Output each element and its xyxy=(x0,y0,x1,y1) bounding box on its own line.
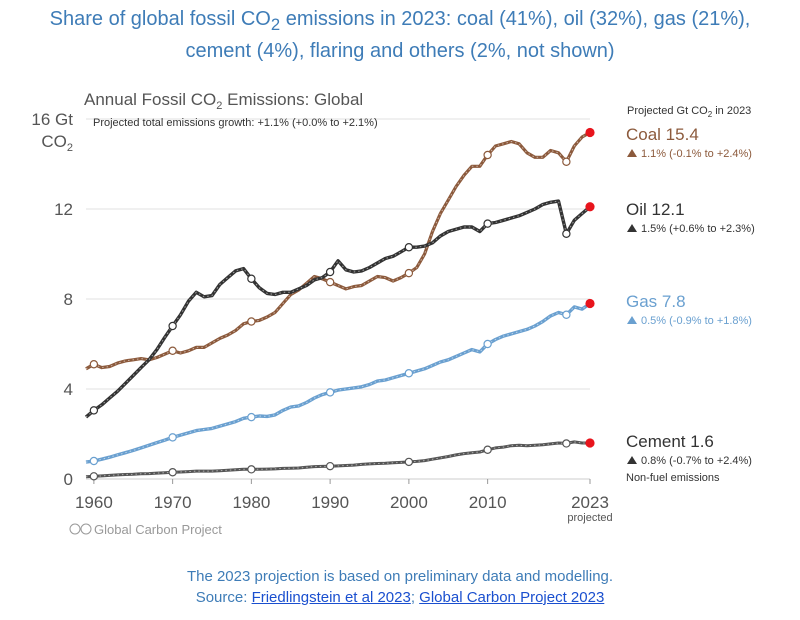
cement-legend-note: Non-fuel emissions xyxy=(626,472,720,484)
cement-legend-label: Cement 1.6 xyxy=(626,432,714,451)
footer: The 2023 projection is based on prelimin… xyxy=(0,566,800,608)
coal-legend-label: Coal 15.4 xyxy=(626,125,699,144)
cc-icon xyxy=(69,523,81,535)
y-tick-label: 0 xyxy=(64,470,73,489)
oil-point xyxy=(89,406,99,415)
footer-line-1: The 2023 projection is based on prelimin… xyxy=(186,568,614,585)
y-tick-label: 12 xyxy=(54,200,73,219)
oil-point xyxy=(404,243,414,252)
headline-line-2: cement (4%), flaring and others (2%, not… xyxy=(185,40,615,62)
oil-line-dots xyxy=(85,200,591,418)
headline-line-1-sub: 2 xyxy=(270,15,281,34)
x-tick-label: 2010 xyxy=(469,493,507,512)
gas-line xyxy=(85,302,591,464)
coal-point xyxy=(168,346,177,355)
oil-point xyxy=(325,267,335,277)
oil-projected-point xyxy=(585,202,595,212)
triangle-up-icon xyxy=(627,456,637,464)
oil-point xyxy=(168,321,177,331)
footer-line-2: Source: Friedlingstein et al 2023; Globa… xyxy=(0,587,800,608)
triangle-up-icon xyxy=(627,149,637,157)
x-tick-label: 2000 xyxy=(390,493,428,512)
x-projected-label: projected xyxy=(567,512,612,524)
gas-point xyxy=(483,339,492,349)
coal-projected-point xyxy=(585,127,595,138)
coal-point xyxy=(247,317,256,326)
gas-point xyxy=(325,388,335,397)
coal-point xyxy=(89,360,99,369)
legend: Coal 15.4 1.1% (-0.1% to +2.4%) Oil 12.1 1.… xyxy=(626,125,755,484)
oil-point xyxy=(247,274,256,283)
cement-line-dots xyxy=(85,441,590,478)
coal-legend-change: 1.1% (-0.1% to +2.4%) xyxy=(641,148,752,160)
chart-subtitle: Projected total emissions growth: +1.1% … xyxy=(93,117,378,129)
source-label: Source: xyxy=(195,589,248,606)
oil-legend-change: 1.5% (+0.6% to +2.3%) xyxy=(641,223,755,235)
cement-point xyxy=(483,445,492,454)
cement-point xyxy=(247,465,256,474)
y-axis-label-line-2: CO2 xyxy=(41,132,73,154)
headline-line-1-post: emissions in 2023: coal (41%), oil (32%)… xyxy=(280,8,751,30)
oil-legend-label: Oil 12.1 xyxy=(626,200,685,219)
gas-point xyxy=(168,433,177,442)
headline-line-1-pre: Share of global fossil CO xyxy=(49,8,271,30)
gas-legend-change: 0.5% (-0.9% to +1.8%) xyxy=(641,315,752,327)
cement-point xyxy=(562,439,571,448)
headline-line-1: Share of global fossil CO2 emissions in … xyxy=(0,6,800,38)
chart-title: Annual Fossil CO2 Emissions: Global xyxy=(84,90,363,112)
gas-projected-point xyxy=(585,298,595,309)
cement-legend-change: 0.8% (-0.7% to +2.4%) xyxy=(641,455,752,467)
source-link-gcp[interactable]: Global Carbon Project 2023 xyxy=(419,589,605,606)
oil-point xyxy=(562,229,571,238)
coal-point xyxy=(562,157,571,166)
legend-header: Projected Gt CO2 in 2023 xyxy=(627,105,751,119)
gas-point xyxy=(89,456,99,466)
cement-line xyxy=(85,440,590,479)
x-tick-label: 1960 xyxy=(75,493,113,512)
cement-point xyxy=(89,472,99,481)
gas-point xyxy=(404,369,414,378)
y-tick-label: 4 xyxy=(64,380,73,399)
gas-legend-label: Gas 7.8 xyxy=(626,292,686,311)
triangle-up-icon xyxy=(627,316,637,324)
source-link-friedlingstein[interactable]: Friedlingstein et al 2023 xyxy=(251,589,411,606)
x-tick-label: 2023 xyxy=(571,493,609,512)
cement-point xyxy=(404,457,414,467)
chart-texts: Annual Fossil CO2 Emissions: Global Proj… xyxy=(31,90,751,537)
x-tick-label: 1980 xyxy=(232,493,270,512)
by-icon xyxy=(80,523,92,535)
coal-point xyxy=(483,150,492,160)
headline: Share of global fossil CO2 emissions in … xyxy=(0,6,800,65)
coal-point xyxy=(404,268,414,278)
source-separator: ; xyxy=(410,589,415,606)
cement-projected-point xyxy=(585,438,595,448)
gas-point xyxy=(247,412,256,422)
x-tick-label: 1990 xyxy=(311,493,349,512)
x-tick-label: 1970 xyxy=(154,493,192,512)
credit: Global Carbon Project xyxy=(69,522,222,537)
y-tick-label: 8 xyxy=(64,290,73,309)
cement-point xyxy=(325,461,335,471)
credit-label: Global Carbon Project xyxy=(94,522,222,537)
gas-line-dots xyxy=(85,303,591,463)
gas-point xyxy=(562,310,571,319)
cement-point xyxy=(168,468,177,477)
oil-line xyxy=(84,199,592,419)
series-lines xyxy=(84,127,595,481)
oil-point xyxy=(483,219,492,228)
triangle-up-icon xyxy=(627,224,637,232)
y-axis-label-line-1: 16 Gt xyxy=(31,110,73,129)
coal-point xyxy=(325,277,335,287)
